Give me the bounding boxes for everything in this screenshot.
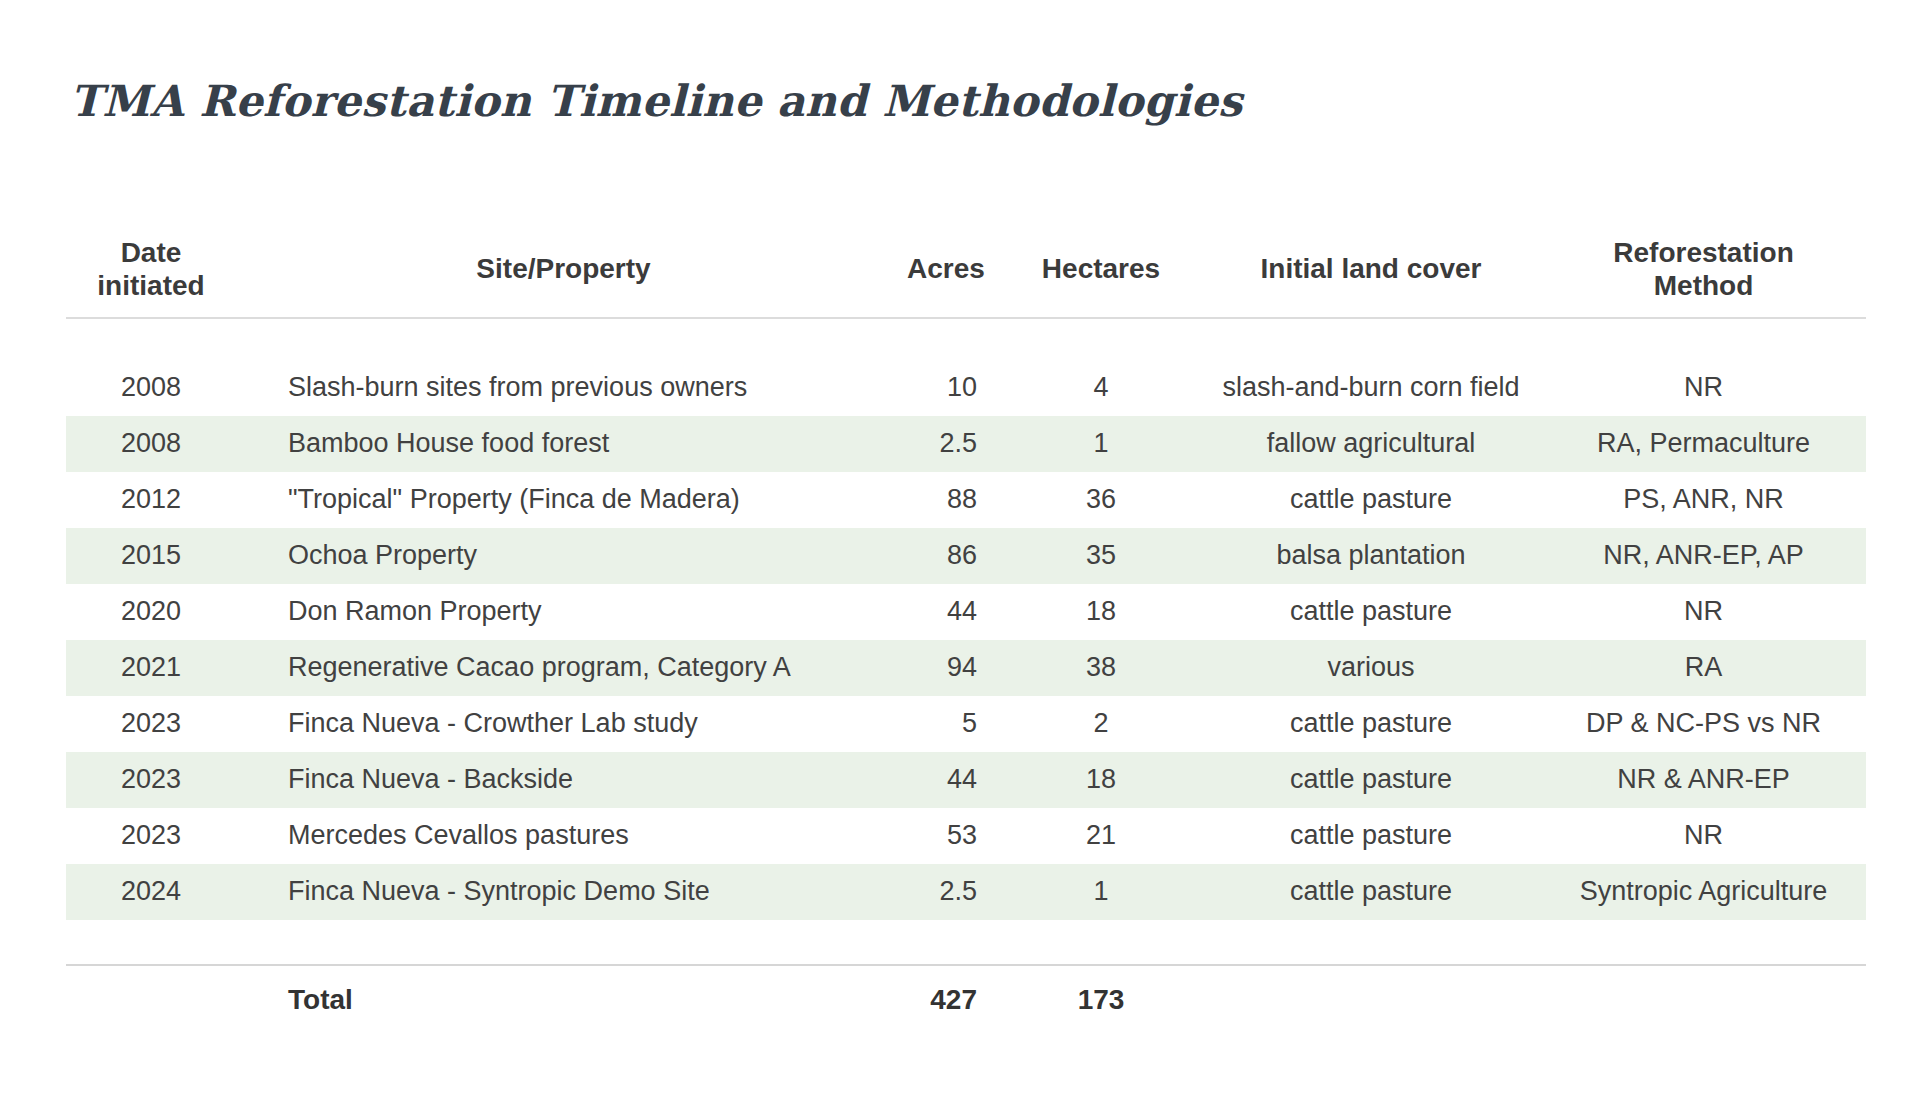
cell-acres: 2.5 (891, 416, 1001, 472)
table-row: 2021Regenerative Cacao program, Category… (66, 640, 1866, 696)
cell-cover: fallow agricultural (1201, 416, 1541, 472)
table-row: 2008Bamboo House food forest2.51fallow a… (66, 416, 1866, 472)
cell-cover: balsa plantation (1201, 528, 1541, 584)
cell-cover: various (1201, 640, 1541, 696)
cell-cover: cattle pasture (1201, 864, 1541, 920)
cell-date: 2020 (66, 584, 236, 640)
header-row: Date initiated Site/Property Acres Hecta… (66, 224, 1866, 318)
cell-site: Slash-burn sites from previous owners (236, 360, 891, 416)
cell-acres: 88 (891, 472, 1001, 528)
cell-date: 2023 (66, 752, 236, 808)
table-row: 2012"Tropical" Property (Finca de Madera… (66, 472, 1866, 528)
cell-method: NR & ANR-EP (1541, 752, 1866, 808)
total-empty-cover (1201, 965, 1541, 1032)
cell-hectares: 1 (1001, 864, 1201, 920)
cell-cover: cattle pasture (1201, 584, 1541, 640)
table-row: 2023Finca Nueva - Crowther Lab study52ca… (66, 696, 1866, 752)
cell-acres: 44 (891, 584, 1001, 640)
col-header-hectares: Hectares (1001, 224, 1201, 318)
table-row: 2023Finca Nueva - Backside4418cattle pas… (66, 752, 1866, 808)
col-header-reforestation-method: Reforestation Method (1541, 224, 1866, 318)
table-row: 2023Mercedes Cevallos pastures5321cattle… (66, 808, 1866, 864)
cell-hectares: 36 (1001, 472, 1201, 528)
col-header-site-property: Site/Property (236, 224, 891, 318)
cell-acres: 5 (891, 696, 1001, 752)
cell-hectares: 35 (1001, 528, 1201, 584)
cell-acres: 53 (891, 808, 1001, 864)
cell-date: 2023 (66, 696, 236, 752)
cell-cover: cattle pasture (1201, 752, 1541, 808)
table-row: 2015Ochoa Property8635balsa plantationNR… (66, 528, 1866, 584)
total-acres: 427 (891, 965, 1001, 1032)
cell-site: Finca Nueva - Crowther Lab study (236, 696, 891, 752)
total-empty-method (1541, 965, 1866, 1032)
cell-method: NR (1541, 360, 1866, 416)
cell-site: "Tropical" Property (Finca de Madera) (236, 472, 891, 528)
cell-date: 2024 (66, 864, 236, 920)
cell-hectares: 2 (1001, 696, 1201, 752)
cell-date: 2008 (66, 416, 236, 472)
total-empty-date (66, 965, 236, 1032)
cell-method: NR (1541, 808, 1866, 864)
cell-hectares: 18 (1001, 752, 1201, 808)
cell-date: 2015 (66, 528, 236, 584)
cell-method: PS, ANR, NR (1541, 472, 1866, 528)
cell-acres: 2.5 (891, 864, 1001, 920)
cell-hectares: 1 (1001, 416, 1201, 472)
table-row: 2020Don Ramon Property4418cattle pasture… (66, 584, 1866, 640)
table-row: 2008Slash-burn sites from previous owner… (66, 360, 1866, 416)
col-header-initial-land-cover: Initial land cover (1201, 224, 1541, 318)
total-hectares: 173 (1001, 965, 1201, 1032)
cell-date: 2012 (66, 472, 236, 528)
cell-hectares: 38 (1001, 640, 1201, 696)
cell-date: 2008 (66, 360, 236, 416)
cell-site: Ochoa Property (236, 528, 891, 584)
cell-site: Bamboo House food forest (236, 416, 891, 472)
header-gap-row (66, 318, 1866, 360)
cell-acres: 94 (891, 640, 1001, 696)
col-header-acres: Acres (891, 224, 1001, 318)
cell-method: NR (1541, 584, 1866, 640)
table-container: Date initiated Site/Property Acres Hecta… (66, 224, 1866, 1032)
total-row: Total 427 173 (66, 965, 1866, 1032)
cell-method: DP & NC-PS vs NR (1541, 696, 1866, 752)
cell-cover: slash-and-burn corn field (1201, 360, 1541, 416)
page: TMA Reforestation Timeline and Methodolo… (0, 76, 1920, 1032)
reforestation-table: Date initiated Site/Property Acres Hecta… (66, 224, 1866, 1032)
cell-acres: 44 (891, 752, 1001, 808)
table-body: 2008Slash-burn sites from previous owner… (66, 318, 1866, 920)
footer-gap-row (66, 920, 1866, 965)
cell-site: Don Ramon Property (236, 584, 891, 640)
cell-method: RA, Permaculture (1541, 416, 1866, 472)
cell-date: 2023 (66, 808, 236, 864)
cell-cover: cattle pasture (1201, 472, 1541, 528)
cell-method: Syntropic Agriculture (1541, 864, 1866, 920)
cell-method: NR, ANR-EP, AP (1541, 528, 1866, 584)
cell-hectares: 21 (1001, 808, 1201, 864)
cell-site: Mercedes Cevallos pastures (236, 808, 891, 864)
table-row: 2024Finca Nueva - Syntropic Demo Site2.5… (66, 864, 1866, 920)
cell-acres: 10 (891, 360, 1001, 416)
cell-hectares: 18 (1001, 584, 1201, 640)
page-title: TMA Reforestation Timeline and Methodolo… (70, 76, 1920, 128)
cell-method: RA (1541, 640, 1866, 696)
cell-site: Regenerative Cacao program, Category A (236, 640, 891, 696)
cell-site: Finca Nueva - Backside (236, 752, 891, 808)
cell-site: Finca Nueva - Syntropic Demo Site (236, 864, 891, 920)
cell-cover: cattle pasture (1201, 808, 1541, 864)
cell-date: 2021 (66, 640, 236, 696)
cell-cover: cattle pasture (1201, 696, 1541, 752)
total-label: Total (236, 965, 891, 1032)
col-header-date-initiated: Date initiated (66, 224, 236, 318)
cell-hectares: 4 (1001, 360, 1201, 416)
cell-acres: 86 (891, 528, 1001, 584)
